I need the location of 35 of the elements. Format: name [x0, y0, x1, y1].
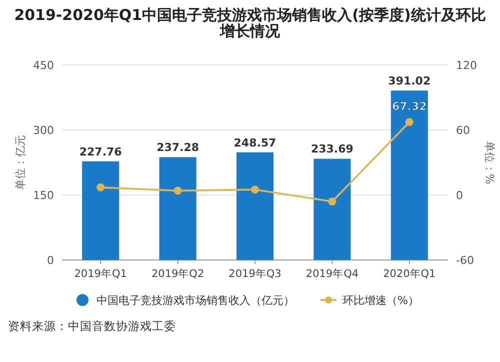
point: [174, 186, 182, 195]
y2-tick-label: 0: [456, 189, 463, 202]
data-label: 67.32: [392, 100, 427, 114]
y-axis-title: 单位：亿元: [14, 135, 27, 190]
x-tick-label: 2019年Q4: [306, 268, 359, 280]
y-tick-label: 0: [47, 254, 54, 267]
data-label: 391.02: [388, 74, 431, 88]
point: [96, 183, 105, 192]
point: [405, 118, 414, 126]
y2-tick-label: -60: [456, 254, 474, 267]
x-tick-label: 2019年Q2: [151, 268, 204, 280]
x-tick-label: 2019年Q1: [74, 268, 127, 280]
point: [251, 186, 259, 194]
data-label: 233.69: [310, 142, 354, 156]
y2-axis-title: 单位：%: [483, 140, 496, 184]
y2-tick-label: 60: [456, 124, 470, 137]
y-tick-label: 450: [33, 59, 54, 72]
legend-label: 中国电子竞技游戏市场销售收入（亿元）: [96, 294, 294, 307]
data-label: 237.28: [156, 141, 200, 154]
x-tick-label: 2020年Q1: [383, 268, 436, 280]
data-label: 227.76: [79, 145, 122, 158]
legend-label: 环比增速（%）: [342, 294, 419, 307]
y-tick-label: 150: [33, 189, 54, 202]
bar: [159, 157, 196, 260]
bar: [236, 152, 274, 260]
text: 资料来源：中国音数协游戏工委: [8, 319, 176, 333]
chart-title: 2019-2020年Q1中国电子竞技游戏市场销售收入(按季度)统计及环比增长情况: [14, 6, 486, 40]
y-tick-label: 300: [33, 124, 54, 137]
bar: [314, 158, 351, 260]
y2-tick-label: 120: [456, 59, 477, 72]
data-label: 248.57: [234, 136, 276, 150]
bar: [82, 161, 120, 260]
x-tick-label: 2019年Q3: [228, 268, 282, 280]
point: [328, 198, 336, 206]
bar: [390, 90, 428, 260]
